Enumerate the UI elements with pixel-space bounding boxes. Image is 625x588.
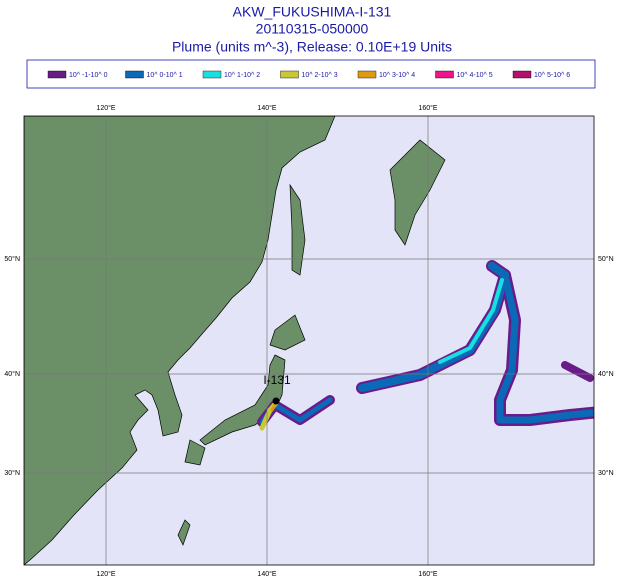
land-kyushu [184, 439, 206, 466]
map-frame [23, 115, 595, 566]
legend-label: 10^ 1-10^ 2 [224, 72, 260, 79]
legend: 10^ -1-10^ 0 10^ 0-10^ 1 10^ 1-10^ 2 10^ 2-… [47, 70, 570, 79]
map: I-131 [24, 116, 594, 565]
lat-label: 50°N [4, 255, 20, 263]
plume [257, 260, 594, 431]
land-asia [24, 116, 336, 565]
subtitle: Plume (units m^-3), Release: 0.10E+19 Un… [172, 39, 452, 55]
land-sakhalin [289, 183, 306, 276]
lat-label: 40°N [598, 370, 614, 378]
legend-swatch [125, 70, 144, 79]
legend-label: 10^ 3-10^ 4 [379, 72, 415, 79]
plume-band [438, 278, 504, 364]
lon-label: 160°E [418, 570, 437, 578]
datetime: 20110315-050000 [256, 21, 369, 37]
lat-label: 30°N [598, 469, 614, 477]
lat-label: 30°N [4, 469, 20, 477]
legend-label: 10^ -1-10^ 0 [69, 72, 108, 79]
land-hokkaido [269, 314, 306, 351]
source-label: I-131 [263, 373, 291, 387]
title: AKW_FUKUSHIMA-I-131 [233, 4, 392, 20]
lat-label: 40°N [4, 370, 20, 378]
legend-swatch [512, 70, 532, 79]
land-taiwan [177, 519, 191, 546]
legend-swatch [202, 70, 222, 79]
plume-band [561, 361, 594, 382]
legend-label: 10^ 2-10^ 3 [302, 72, 338, 79]
lon-label: 140°E [257, 570, 276, 578]
lon-label: 120°E [96, 570, 115, 578]
legend-label: 10^ 0-10^ 1 [147, 72, 183, 79]
legend-label: 10^ 4-10^ 5 [457, 72, 493, 79]
source-marker [272, 397, 280, 405]
lat-label: 50°N [598, 255, 614, 263]
legend-swatch [435, 70, 454, 79]
plume-band [496, 271, 594, 424]
legend-box [26, 59, 596, 89]
legend-swatch [280, 70, 299, 79]
graticule [24, 116, 594, 565]
legend-swatch [357, 70, 377, 79]
legend-label: 10^ 5-10^ 6 [534, 72, 570, 79]
land-honshu [199, 354, 286, 446]
lon-label: 160°E [418, 104, 437, 112]
lon-label: 140°E [257, 104, 276, 112]
legend-swatch [47, 70, 67, 79]
lon-label: 120°E [96, 104, 115, 112]
